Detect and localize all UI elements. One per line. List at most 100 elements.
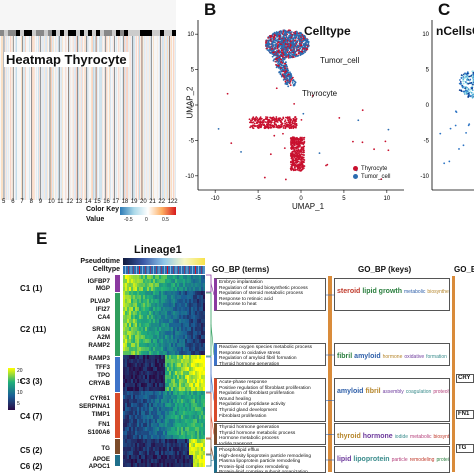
heatmap-a-column xyxy=(60,36,61,200)
heatmap-a-column xyxy=(15,36,16,200)
heatmap-a-column xyxy=(72,36,73,200)
lineage-heatmap-cell xyxy=(127,435,130,440)
lineage-heatmap-cell xyxy=(193,463,196,467)
umap-b-point xyxy=(289,39,292,41)
umap-b-point xyxy=(294,126,297,129)
umap-b-point xyxy=(294,168,297,171)
lineage-heatmap-cell xyxy=(157,383,160,388)
umap-b-point xyxy=(280,49,283,51)
lineage-heatmap-cell xyxy=(131,275,134,280)
lineage-heatmap-cell xyxy=(145,391,148,396)
umap-b-y-tick-label: 0 xyxy=(191,103,195,109)
lineage-heatmap-cell xyxy=(197,347,200,352)
umap-c-point xyxy=(472,80,474,82)
lineage-heatmap-cell xyxy=(145,419,148,424)
umap-c-point xyxy=(458,89,461,92)
lineage-heatmap-cell xyxy=(199,319,202,324)
heatmap-a-annotation-cell xyxy=(104,30,108,36)
lineage-heatmap-cell xyxy=(143,343,146,348)
lineage-heatmap-cell xyxy=(195,435,198,440)
lineage-heatmap-cell xyxy=(165,427,168,432)
lineage-heatmap-cell xyxy=(185,379,188,384)
lineage-heatmap-cell xyxy=(131,315,134,320)
lineage-heatmap-cell xyxy=(173,411,176,416)
lineage-heatmap-cell xyxy=(159,403,162,408)
heatmap-a-annotation-cell xyxy=(164,30,168,36)
umap-b-point xyxy=(264,125,266,127)
umap-b-point xyxy=(276,32,279,35)
lineage-heatmap-cell xyxy=(187,287,190,292)
go-key-box: lipid lipoprotein particle remodeling protei… xyxy=(334,446,450,473)
lineage-heatmap-cell xyxy=(189,407,192,412)
lineage-heatmap-cell xyxy=(139,455,142,460)
umap-b-point xyxy=(273,36,276,39)
heatmap-a-column xyxy=(150,36,151,200)
lineage-heatmap-cell xyxy=(171,395,174,400)
lineage-heatmap-cell xyxy=(199,343,202,348)
lineage-heatmap-cell xyxy=(199,451,202,456)
lineage-heatmap-cell xyxy=(185,391,188,396)
lineage-heatmap-cell xyxy=(129,447,132,452)
lineage-heatmap-cell xyxy=(163,343,166,348)
lineage-heatmap-cell xyxy=(177,315,180,320)
lineage-heatmap-cell xyxy=(193,387,196,392)
lineage-heatmap-cell xyxy=(169,411,172,416)
lineage-heatmap-cell xyxy=(133,339,136,344)
legend-tick-15: 15 xyxy=(17,379,23,385)
lineage-heatmap-cell xyxy=(151,443,154,448)
umap-b-point xyxy=(285,125,287,128)
lineage-heatmap-cell xyxy=(129,363,132,368)
umap-b-point xyxy=(279,72,282,75)
lineage-heatmap-cell xyxy=(151,447,154,452)
lineage-heatmap-cell xyxy=(169,287,172,292)
lineage-heatmap-cell xyxy=(199,419,202,424)
umap-b-point xyxy=(271,43,274,46)
lineage-heatmap-cell xyxy=(131,319,134,324)
umap-b-point xyxy=(296,160,299,163)
lineage-heatmap-cell xyxy=(195,363,198,368)
lineage-heatmap-cell xyxy=(153,427,156,432)
lineage-heatmap-cell xyxy=(155,371,158,376)
gene-label: TFF3 xyxy=(95,364,110,371)
lineage-heatmap-cell xyxy=(155,327,158,332)
lineage-heatmap-cell xyxy=(131,407,134,412)
lineage-heatmap-cell xyxy=(199,287,202,292)
lineage-heatmap-cell xyxy=(141,291,144,296)
umap-b-point xyxy=(299,142,302,145)
lineage-heatmap-cell xyxy=(203,387,205,392)
lineage-heatmap-cell xyxy=(177,355,180,360)
lineage-heatmap-cell xyxy=(151,359,154,364)
umap-b-point xyxy=(268,35,271,37)
umap-b-point xyxy=(295,146,298,149)
lineage-heatmap-cell xyxy=(131,367,134,372)
umap-b-point xyxy=(278,126,281,129)
lineage-heatmap-cell xyxy=(149,439,152,444)
lineage-heatmap-cell xyxy=(161,331,164,336)
lineage-heatmap-cell xyxy=(203,343,205,348)
lineage-heatmap-cell xyxy=(203,395,205,400)
lineage-heatmap-cell xyxy=(203,431,205,436)
lineage-heatmap-cell xyxy=(151,459,154,464)
cluster-color-bar xyxy=(115,357,120,392)
lineage-heatmap-cell xyxy=(163,419,166,424)
lineage-heatmap-cell xyxy=(179,351,182,356)
umap-b-point xyxy=(273,52,276,55)
umap-c-point xyxy=(454,124,457,127)
lineage-heatmap-cell xyxy=(169,363,172,368)
lineage-heatmap-cell xyxy=(181,419,184,424)
umap-b-point xyxy=(268,43,271,46)
lineage-heatmap-cell xyxy=(155,379,158,384)
lineage-heatmap-cell xyxy=(185,331,188,336)
lineage-heatmap-cell xyxy=(157,427,160,432)
umap-b-y-tick-label: 5 xyxy=(191,68,195,74)
lineage-heatmap-cell xyxy=(157,327,160,332)
lineage-heatmap-cell xyxy=(135,427,138,432)
lineage-heatmap-cell xyxy=(159,283,162,288)
lineage-heatmap-cell xyxy=(169,343,172,348)
heatmap-a-column xyxy=(39,36,40,200)
heatmap-a-column xyxy=(128,36,129,200)
lineage-heatmap-cell xyxy=(169,299,172,304)
lineage-heatmap-cell xyxy=(199,311,202,316)
lineage-heatmap-cell xyxy=(127,279,130,284)
lineage-heatmap-cell xyxy=(179,335,182,340)
